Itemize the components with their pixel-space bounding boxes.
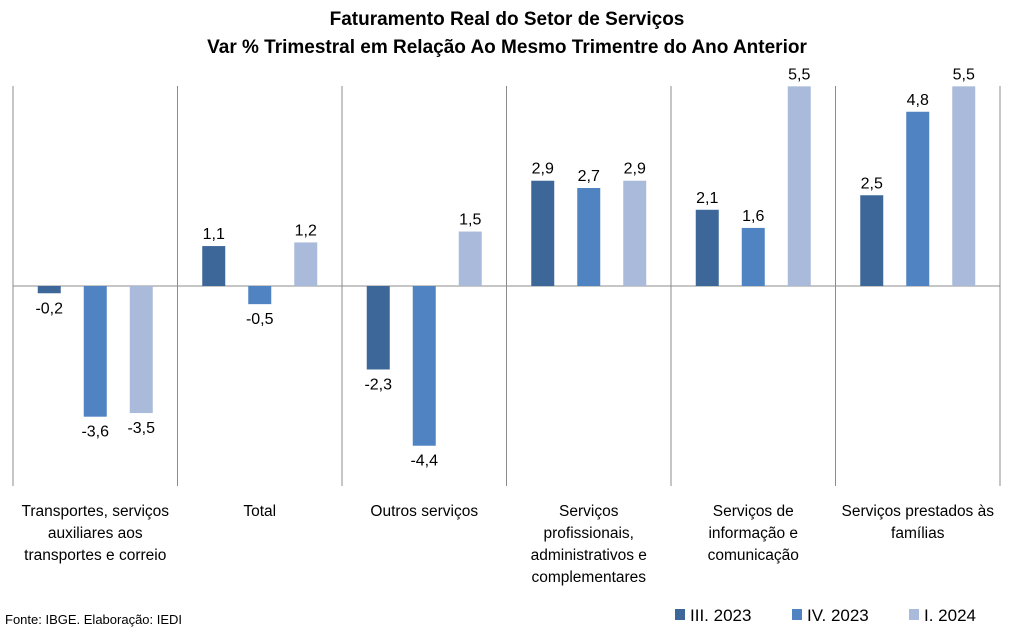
data-label: 4,8 [907,92,929,109]
bar [129,286,153,414]
bar [952,86,976,286]
data-label: -3,6 [81,424,109,441]
category-label-line: transportes e correio [24,547,166,564]
category-label-line: Serviços prestados às [842,503,995,520]
data-label: 1,6 [742,208,764,225]
category-label-line: administrativos e [531,547,647,564]
category-label: Serviços de informação e comunicação [708,503,799,564]
category-label: Serviços profissionais, administrativos e c… [531,503,647,586]
legend-entry: I. 2024 [924,606,976,625]
data-label: 5,5 [788,66,810,83]
data-label: 1,2 [295,222,317,239]
bar [577,187,601,286]
chart-title: Faturamento Real do Setor de Serviços [330,9,685,30]
category-label-line: Transportes, serviços [21,503,169,520]
bar [906,111,930,286]
bar [787,86,811,286]
data-label: 5,5 [953,66,975,83]
bar [741,227,765,286]
legend-swatch [792,609,802,620]
category-label-line: complementares [531,569,646,586]
bar [37,286,61,294]
category-label-line: informação e [708,525,798,542]
data-label: -2,3 [364,376,392,393]
data-label: 2,9 [532,161,554,178]
category-label-line: Total [243,503,276,520]
data-label: 2,7 [578,168,600,185]
bars [37,86,976,446]
legend-swatch [909,609,919,620]
bar [412,286,436,446]
data-label: 2,5 [861,175,883,192]
category-label: Outros serviços [370,503,478,520]
bar [623,180,647,286]
legend-entry: III. 2023 [690,606,751,625]
chart-subtitle: Var % Trimestral em Relação Ao Mesmo Tri… [207,37,807,58]
bar [83,286,107,417]
category-label: Serviços prestados às famílias [842,503,995,542]
category-label-line: famílias [891,525,945,542]
data-label: 2,9 [624,161,646,178]
bar [294,242,318,286]
bar [695,209,719,286]
category-label-line: comunicação [708,547,799,564]
category-label: Transportes, serviços auxiliares aos trans… [21,503,169,564]
data-label: 1,1 [203,226,225,243]
category-label-line: Serviços de [713,503,794,520]
category-label-line: profissionais, [544,525,634,542]
data-label: -0,2 [35,300,63,317]
legend-swatch [675,609,685,620]
bar [202,246,226,286]
data-label: 1,5 [459,212,481,229]
data-label: -0,5 [246,311,274,328]
category-labels: Transportes, serviços auxiliares aos trans… [21,503,994,586]
legend-entry: IV. 2023 [807,606,869,625]
data-label: 2,1 [696,190,718,207]
bar [458,231,482,286]
bar [248,286,272,305]
category-label: Total [243,503,276,520]
bar [860,195,884,286]
source-note: Fonte: IBGE. Elaboração: IEDI [5,612,182,627]
category-label-line: Serviços [559,503,619,520]
bar [366,286,390,370]
bar [531,180,555,286]
data-label: -3,5 [127,420,155,437]
category-label-line: auxiliares aos [48,525,143,542]
data-labels: -0,2 -3,6 -3,5 1,1 -0,5 1,2 -2,3 -4,4 1,5 2,9 2,7 2… [35,66,975,469]
legend: III. 2023 IV. 2023 I. 2024 [675,606,976,625]
category-label-line: Outros serviços [370,503,478,520]
data-label: -4,4 [410,453,438,470]
